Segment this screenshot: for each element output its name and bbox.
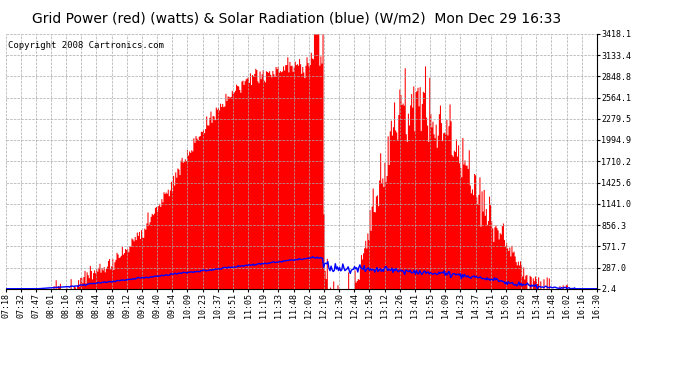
Text: Grid Power (red) (watts) & Solar Radiation (blue) (W/m2)  Mon Dec 29 16:33: Grid Power (red) (watts) & Solar Radiati… <box>32 11 561 25</box>
Text: Copyright 2008 Cartronics.com: Copyright 2008 Cartronics.com <box>8 41 164 50</box>
